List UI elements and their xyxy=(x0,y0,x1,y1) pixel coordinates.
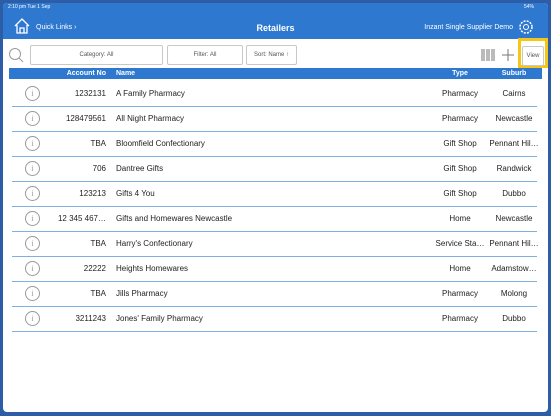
cell: TBA xyxy=(90,139,106,148)
cell: Randwick xyxy=(496,164,532,173)
cell: Pharmacy xyxy=(441,114,478,123)
cell: Dubbo xyxy=(502,189,526,198)
status-time: 2:10 pm Tue 1 Sep xyxy=(8,4,51,10)
cell: 22222 xyxy=(83,264,106,273)
column-header: Type xyxy=(452,70,468,77)
cell: Newcastle xyxy=(495,214,533,223)
barcode-plus-icons[interactable] xyxy=(480,47,520,63)
table-row[interactable]: i 22222 Heights Homewares Home Adamstow… xyxy=(12,256,537,282)
cell: Service Sta… xyxy=(435,239,485,248)
cell: Gifts 4 You xyxy=(116,189,155,198)
cell: Pharmacy xyxy=(441,89,478,98)
cell: 1232131 xyxy=(74,89,106,98)
cell: 12 345 467… xyxy=(57,214,106,223)
table-row[interactable]: i TBA Jills Pharmacy Pharmacy Molong xyxy=(12,281,537,307)
table-row[interactable]: i 12 345 467… Gifts and Homewares Newcastl… xyxy=(12,206,537,232)
cell: Bloomfield Confectionary xyxy=(116,139,205,148)
cell: 706 xyxy=(92,164,106,173)
cell: 123213 xyxy=(79,189,106,198)
cell: Newcastle xyxy=(495,114,533,123)
cell: Heights Homewares xyxy=(116,264,189,273)
cell: Pharmacy xyxy=(441,289,478,298)
cell: Pharmacy xyxy=(441,314,478,323)
cell: Molong xyxy=(500,289,528,298)
cell: Gift Shop xyxy=(443,164,477,173)
cell: Dubbo xyxy=(502,314,526,323)
cell: Home xyxy=(449,214,471,223)
table-row[interactable]: i 1232131 A Family Pharmacy Pharmacy Cairns xyxy=(12,81,537,107)
cell: A Family Pharmacy xyxy=(116,89,185,98)
cell: Dantree Gifts xyxy=(116,164,164,173)
info-icon[interactable]: i xyxy=(25,286,40,301)
info-icon[interactable]: i xyxy=(25,161,40,176)
cell: TBA xyxy=(90,289,106,298)
info-icon[interactable]: i xyxy=(25,111,40,126)
table-row[interactable]: i 123213 Gifts 4 You Gift Shop Dubbo xyxy=(12,181,537,207)
cell: Jills Pharmacy xyxy=(116,289,168,298)
cell: Home xyxy=(449,264,471,273)
info-icon[interactable]: i xyxy=(25,136,40,151)
view-button[interactable]: View xyxy=(522,46,544,66)
info-icon[interactable]: i xyxy=(25,86,40,101)
highlight xyxy=(518,38,548,68)
home-icon[interactable] xyxy=(13,17,31,35)
cell: All Night Pharmacy xyxy=(116,114,185,123)
header-bar: 2:10 pm Tue 1 Sep 54% Quick Links › Reta… xyxy=(3,3,548,39)
screen: 2:10 pm Tue 1 Sep 54% Quick Links › Reta… xyxy=(3,3,548,412)
search-icon[interactable] xyxy=(7,46,25,64)
table-row[interactable]: i TBA Bloomfield Confectionary Gift Shop Pen… xyxy=(12,131,539,157)
table-row[interactable]: i 706 Dantree Gifts Gift Shop Randwick xyxy=(12,156,537,182)
status-battery: 54% xyxy=(523,4,534,10)
cell: Cairns xyxy=(502,89,526,98)
cell: Harry's Confectionary xyxy=(116,239,193,248)
table-row[interactable]: i TBA Harry's Confectionary Service Sta… Pen… xyxy=(12,231,539,257)
info-icon[interactable]: i xyxy=(25,261,40,276)
cell: Adamstow… xyxy=(491,264,537,273)
settings-icon[interactable] xyxy=(518,19,534,35)
cell: Jones' Family Pharmacy xyxy=(116,314,203,323)
column-header: Name xyxy=(116,70,136,77)
cell: Gift Shop xyxy=(443,139,477,148)
table-row[interactable]: i 3211243 Jones' Family Pharmacy Pharmacy Du… xyxy=(12,306,537,332)
column-header: Account No xyxy=(66,70,106,77)
info-icon[interactable]: i xyxy=(25,236,40,251)
cell: Gifts and Homewares Newcastle xyxy=(116,214,233,223)
info-icon[interactable]: i xyxy=(25,186,40,201)
table-header: Account No Name Type Suburb xyxy=(9,68,542,79)
page-title: Retailers xyxy=(256,23,295,33)
sort-dropdown[interactable]: Sort: Name ↑ xyxy=(246,45,297,65)
cell: TBA xyxy=(90,239,106,248)
cell: Gift Shop xyxy=(443,189,477,198)
column-header: Suburb xyxy=(501,70,527,77)
cell: 3211243 xyxy=(75,314,106,323)
account-name[interactable]: Inzant Single Supplier Demo xyxy=(424,24,513,31)
quick-links[interactable]: Quick Links › xyxy=(36,24,77,31)
cell: Pennant Hil… xyxy=(489,239,539,248)
cell: 128479561 xyxy=(65,114,106,123)
info-icon[interactable]: i xyxy=(25,311,40,326)
info-icon[interactable]: i xyxy=(25,211,40,226)
table-row[interactable]: i 128479561 All Night Pharmacy Pharmacy Newc… xyxy=(12,106,537,132)
category-filter[interactable]: Category: All xyxy=(30,45,163,65)
filter-dropdown[interactable]: Filter: All xyxy=(167,45,243,65)
cell: Pennant Hil… xyxy=(489,139,539,148)
